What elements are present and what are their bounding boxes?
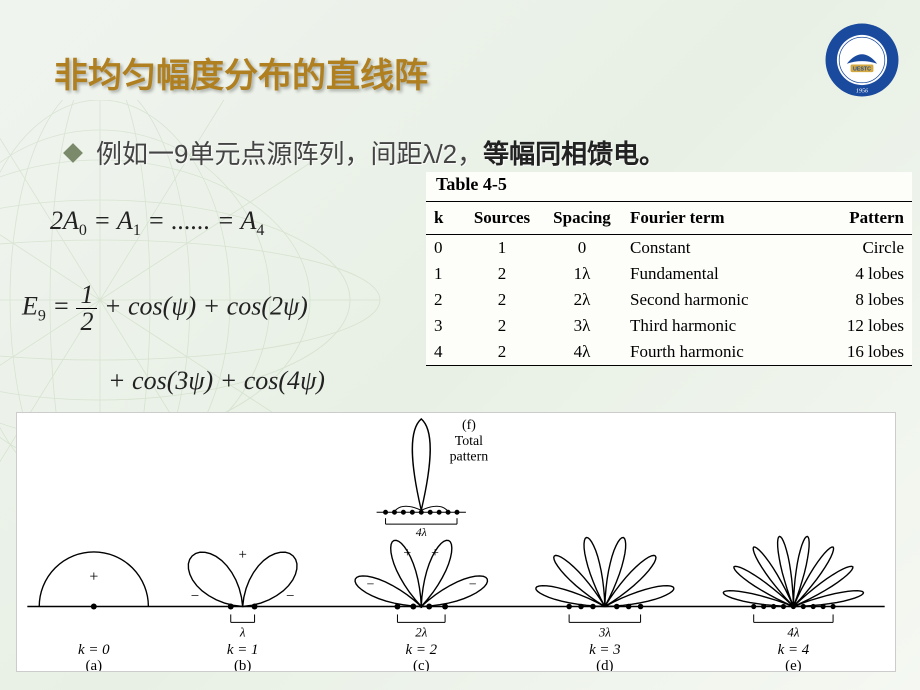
svg-text:4λ: 4λ	[787, 625, 799, 639]
bullet-text-bold: 等幅同相馈电。	[483, 139, 665, 169]
table-cell: 4	[426, 339, 462, 366]
bullet-item: 例如一9单元点源阵列，间距λ/2，等幅同相馈电。	[66, 134, 665, 171]
table-cell: 2λ	[542, 287, 622, 313]
radiation-patterns-figure: + + − − + + − − λ 2λ 3λ 4λ k = 0(a) k = 1(b) k = 2(c) k…	[16, 412, 896, 672]
svg-text:2λ: 2λ	[415, 625, 427, 639]
table-cell: 2	[462, 261, 542, 287]
svg-text:(b): (b)	[234, 658, 251, 672]
equation-e9-line2: + cos(3ψ) + cos(4ψ)	[108, 366, 325, 396]
table-row: 424λFourth harmonic16 lobes	[426, 339, 912, 366]
equation-amplitudes: 2A0 = A1 = ...... = A4	[50, 206, 264, 240]
table-cell: 3λ	[542, 313, 622, 339]
svg-text:k = 4: k = 4	[778, 642, 810, 658]
equation-e9-line1: E9 = 12 + cos(ψ) + cos(2ψ)	[22, 282, 308, 335]
table-cell: 1λ	[542, 261, 622, 287]
table-cell: Fourth harmonic	[622, 339, 832, 366]
svg-text:k = 0: k = 0	[78, 642, 110, 658]
table-cell: Third harmonic	[622, 313, 832, 339]
table-header: Fourier term	[622, 202, 832, 235]
table-cell: 0	[542, 235, 622, 262]
svg-text:pattern: pattern	[450, 450, 489, 465]
slide-title: 非均匀幅度分布的直线阵	[54, 48, 428, 97]
fourier-table: Table 4-5 kSourcesSpacingFourier termPat…	[426, 172, 912, 366]
table-cell: 4λ	[542, 339, 622, 366]
bullet-text-prefix: 例如一9单元点源阵列，间距λ/2，	[96, 139, 483, 169]
svg-text:(f): (f)	[462, 418, 476, 433]
table-header: Pattern	[832, 202, 912, 235]
table-cell: 8 lobes	[832, 287, 912, 313]
svg-text:k = 2: k = 2	[406, 642, 438, 658]
table-cell: 0	[426, 235, 462, 262]
table-row: 222λSecond harmonic8 lobes	[426, 287, 912, 313]
svg-text:+: +	[403, 546, 411, 561]
table-cell: 4 lobes	[832, 261, 912, 287]
svg-text:−: −	[191, 589, 199, 605]
university-logo: UESTC 1956	[824, 22, 900, 98]
table-cell: 3	[426, 313, 462, 339]
table-cell: 2	[462, 339, 542, 366]
svg-text:3λ: 3λ	[598, 625, 611, 639]
bullet-diamond-icon	[63, 143, 83, 163]
table-cell: 1	[462, 235, 542, 262]
svg-text:+: +	[238, 547, 246, 563]
table-cell: Circle	[832, 235, 912, 262]
svg-text:k = 1: k = 1	[227, 642, 259, 658]
svg-text:(e): (e)	[785, 658, 802, 672]
table-cell: 16 lobes	[832, 339, 912, 366]
table-cell: Fundamental	[622, 261, 832, 287]
svg-text:Total: Total	[455, 434, 483, 449]
table-cell: 12 lobes	[832, 313, 912, 339]
table-cell: Second harmonic	[622, 287, 832, 313]
svg-text:(a): (a)	[86, 658, 103, 672]
table-cell: Constant	[622, 235, 832, 262]
table-header: Spacing	[542, 202, 622, 235]
table-cell: 2	[462, 287, 542, 313]
svg-text:+: +	[431, 546, 439, 561]
table-row: 121λFundamental4 lobes	[426, 261, 912, 287]
table-header: k	[426, 202, 462, 235]
svg-text:λ: λ	[239, 625, 246, 639]
svg-text:k = 3: k = 3	[589, 642, 621, 658]
table-cell: 2	[462, 313, 542, 339]
svg-text:4λ: 4λ	[416, 525, 427, 539]
table-cell: 1	[426, 261, 462, 287]
svg-text:−: −	[469, 578, 477, 593]
table-cell: 2	[426, 287, 462, 313]
svg-text:−: −	[367, 578, 375, 593]
svg-text:(d): (d)	[596, 658, 613, 672]
svg-text:(c): (c)	[413, 658, 430, 672]
table-row: 010ConstantCircle	[426, 235, 912, 262]
svg-text:UESTC: UESTC	[853, 67, 871, 73]
table-header: Sources	[462, 202, 542, 235]
table-title: Table 4-5	[426, 172, 912, 201]
svg-text:−: −	[286, 589, 294, 605]
svg-text:+: +	[89, 569, 98, 586]
svg-text:1956: 1956	[856, 89, 869, 95]
table-row: 323λThird harmonic12 lobes	[426, 313, 912, 339]
